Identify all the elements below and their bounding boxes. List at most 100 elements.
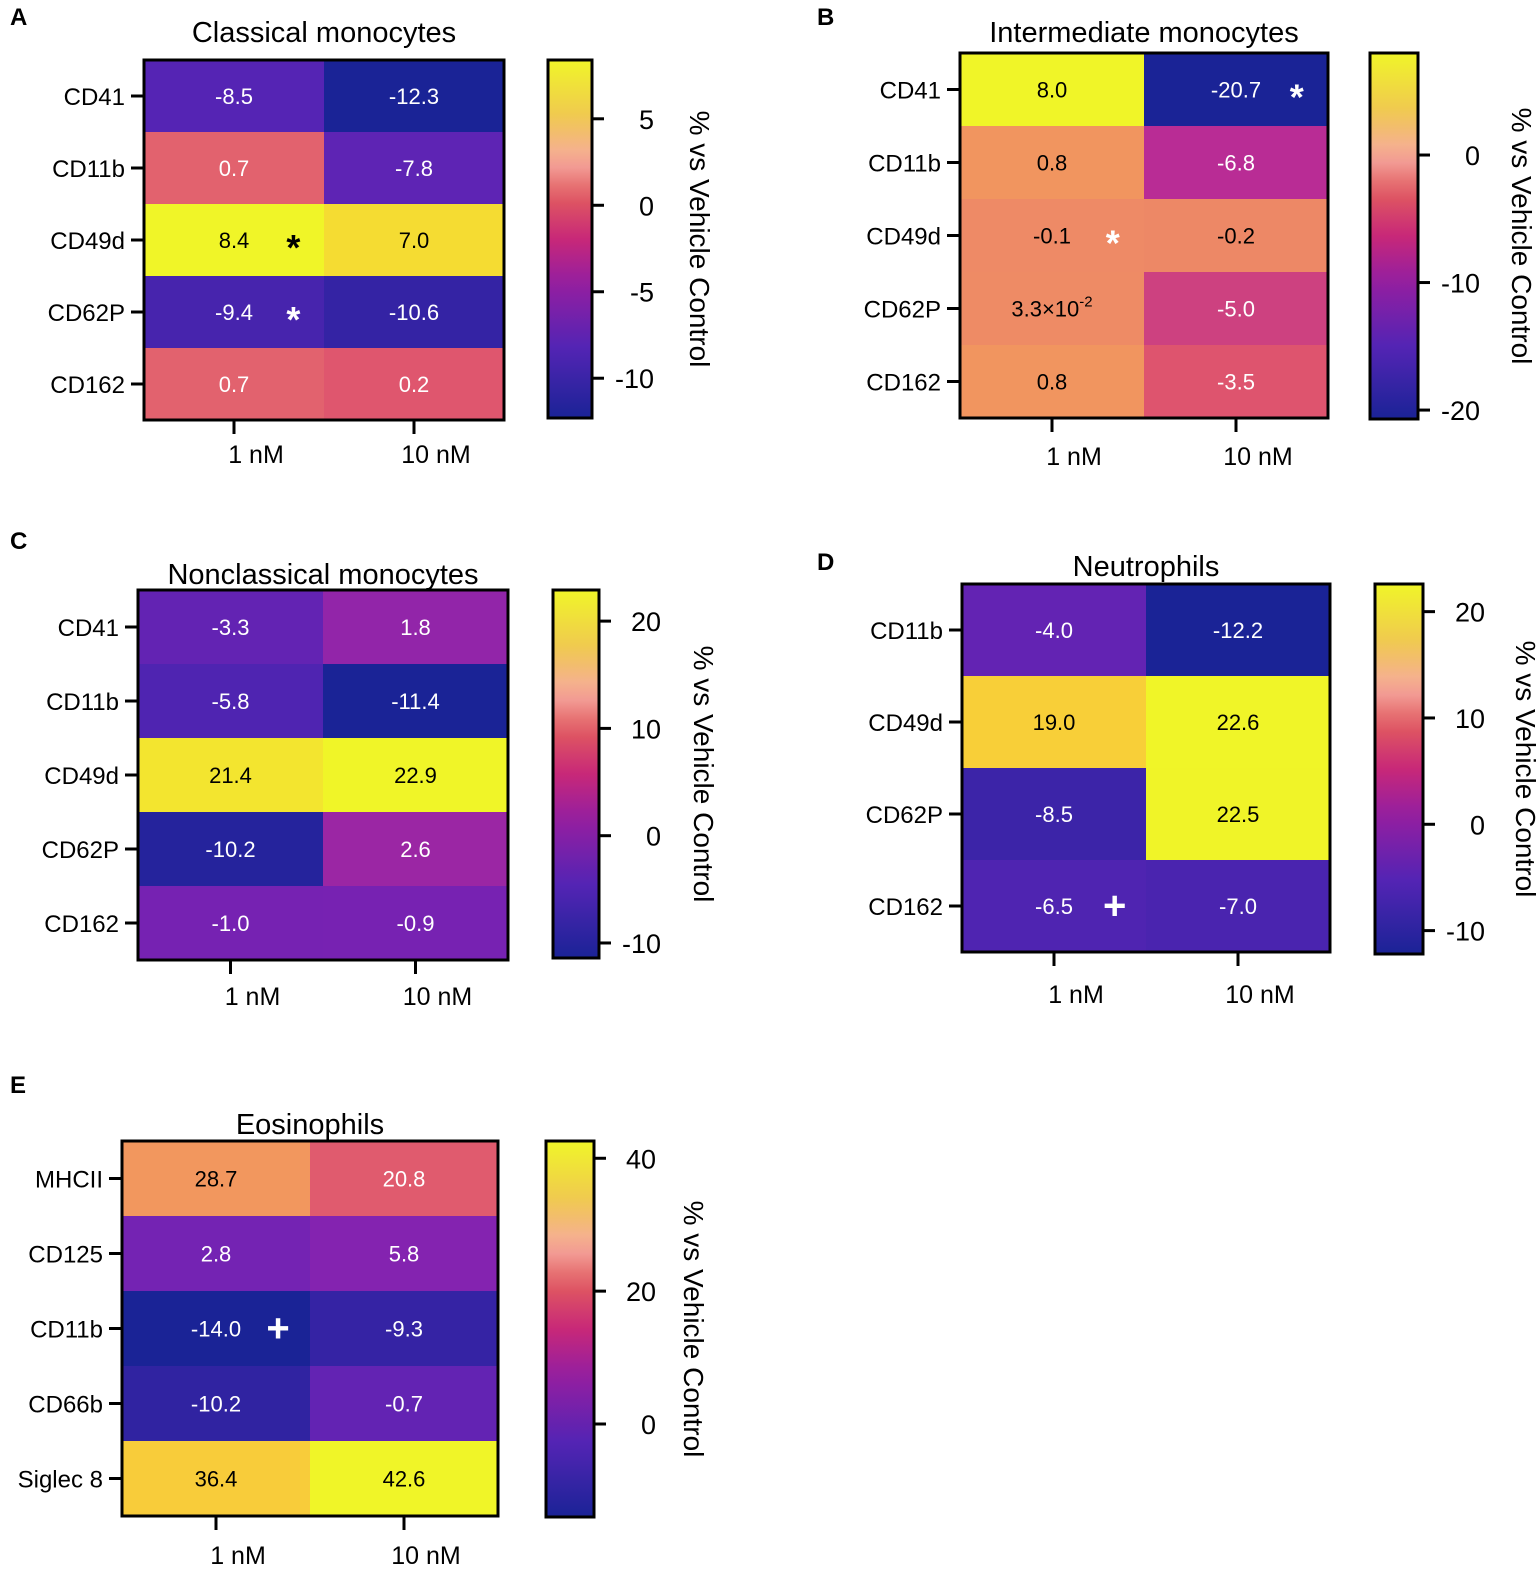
heatmap-cell [310, 1141, 498, 1216]
cell-value-label: -10.6 [389, 300, 439, 325]
heatmap-cell [960, 53, 1144, 126]
y-tick-label: CD49d [44, 763, 119, 790]
y-tick-label: CD49d [50, 228, 125, 255]
y-tick-label: CD62P [864, 297, 941, 324]
heatmap-cell [122, 1216, 310, 1291]
colorbar-tick-label: -20 [1441, 396, 1480, 426]
heatmap-cell [122, 1141, 310, 1216]
colorbar-tick-label: 5 [639, 105, 654, 135]
cell-value-label: -3.3 [212, 615, 250, 640]
y-tick-label: MHCII [35, 1167, 103, 1194]
significance-asterisk-marker: * [1106, 223, 1120, 264]
heatmap-cell [962, 584, 1146, 676]
heatmap-cell [962, 768, 1146, 860]
y-tick-label: CD162 [868, 894, 943, 921]
panel-label: B [817, 4, 834, 31]
heatmap-cell [122, 1366, 310, 1441]
cell-value-label: 21.4 [209, 763, 252, 788]
heatmap-cell [144, 60, 324, 132]
chart-title: Classical monocytes [192, 17, 456, 49]
cell-value-label: 28.7 [195, 1167, 238, 1192]
colorbar [544, 1139, 596, 1519]
y-tick-label: CD49d [866, 224, 941, 251]
x-tick-label: 10 nM [1223, 443, 1292, 471]
colorbar-tick-label: 0 [639, 191, 654, 221]
heatmap-cell [1146, 768, 1330, 860]
x-tick-label: 1 nM [210, 1542, 266, 1570]
x-tick-label: 1 nM [1046, 443, 1102, 471]
heatmap-cell [1144, 53, 1328, 126]
cell-value-label: -8.5 [1035, 802, 1073, 827]
colorbar-tick-label: 10 [631, 714, 661, 744]
heatmap-cell [324, 132, 504, 204]
heatmap-cell [1144, 345, 1328, 418]
colorbar-tick-label: -5 [630, 278, 654, 308]
colorbar [551, 588, 601, 960]
colorbar-tick-label: 0 [1465, 141, 1480, 171]
cell-value-label: -14.0 [191, 1317, 241, 1342]
cell-value-label: 0.8 [1037, 370, 1068, 395]
y-tick-label: CD11b [30, 1317, 103, 1344]
heatmap-cell [323, 886, 508, 960]
y-tick-label: CD41 [64, 84, 125, 111]
significance-plus-marker: + [1103, 884, 1126, 928]
cell-value-label: 0.8 [1037, 151, 1068, 176]
cell-value-label: -0.9 [397, 911, 435, 936]
heatmap-cell [1146, 584, 1330, 676]
heatmap-panel-d: D Neutrophils -4.0 -12.2 19.0 22.6 -8.5 22.5 -6.… [817, 549, 1536, 1009]
cell-value-label: 1.8 [400, 615, 431, 640]
heatmap-cell [144, 204, 324, 276]
heatmap-cell [138, 738, 323, 812]
heatmap-cell [144, 132, 324, 204]
x-tick-label: 10 nM [401, 441, 470, 469]
heatmap-cell [1144, 272, 1328, 345]
cell-value-label: 5.8 [389, 1242, 420, 1267]
colorbar [1373, 582, 1425, 956]
y-tick-label: CD49d [868, 710, 943, 737]
heatmap-cell [324, 60, 504, 132]
cell-value-label: 22.6 [1217, 710, 1260, 735]
cell-value-label: 8.0 [1037, 78, 1068, 103]
heatmap-cell [144, 276, 324, 348]
heatmap-cell [962, 860, 1146, 952]
heatmap-cell [324, 348, 504, 420]
heatmap-cell [310, 1366, 498, 1441]
colorbar-tick-label: -10 [615, 364, 654, 394]
y-tick-label: CD11b [868, 151, 941, 178]
colorbar-tick-label: 20 [626, 1277, 656, 1307]
heatmap-cell [324, 204, 504, 276]
heatmap-cell [122, 1441, 310, 1516]
cell-value-label: -11.4 [391, 689, 440, 714]
colorbar-axis-label: % vs Vehicle Control [1506, 108, 1536, 365]
cell-value-label: -5.8 [212, 689, 250, 714]
heatmap-panel-b: B Intermediate monocytes 8.0 -20.7 0.8 -6.8 -0… [817, 4, 1536, 471]
chart-title: Intermediate monocytes [989, 17, 1298, 49]
heatmap-cell [960, 126, 1144, 199]
colorbar-tick-label: 0 [646, 822, 661, 852]
cell-value-label: -10.2 [191, 1392, 241, 1417]
heatmap-cell [138, 590, 323, 664]
cell-value-label: -0.2 [1217, 224, 1255, 249]
cell-value-label: 19.0 [1033, 710, 1076, 735]
colorbar-tick-label: -10 [622, 929, 661, 959]
chart-title: Nonclassical monocytes [167, 559, 478, 591]
heatmap-panel-e: E Eosinophils 28.7 20.8 2.8 5.8 -14.0 -9.3 -10.2… [10, 1072, 709, 1570]
y-tick-label: CD66b [28, 1392, 103, 1419]
colorbar-tick-label: 40 [626, 1144, 656, 1174]
cell-value-label: -10.2 [205, 837, 255, 862]
y-tick-label: CD62P [48, 300, 125, 327]
cell-value-label: 36.4 [195, 1467, 238, 1492]
significance-asterisk-marker: * [286, 299, 300, 340]
heatmap-cell [324, 276, 504, 348]
panel-label: A [10, 4, 27, 31]
cell-value-label: -7.8 [395, 156, 433, 181]
cell-value-exponent: -2 [1079, 294, 1092, 311]
x-tick-label: 10 nM [403, 983, 472, 1011]
cell-value-label: -12.2 [1213, 618, 1263, 643]
colorbar [1368, 51, 1420, 421]
colorbar-tick-label: 0 [1470, 810, 1485, 840]
y-tick-label: CD162 [44, 911, 119, 938]
cell-value-label: 20.8 [383, 1167, 426, 1192]
heatmap-cell [323, 590, 508, 664]
cell-value-label: 3.3×10-2 [1011, 294, 1092, 322]
